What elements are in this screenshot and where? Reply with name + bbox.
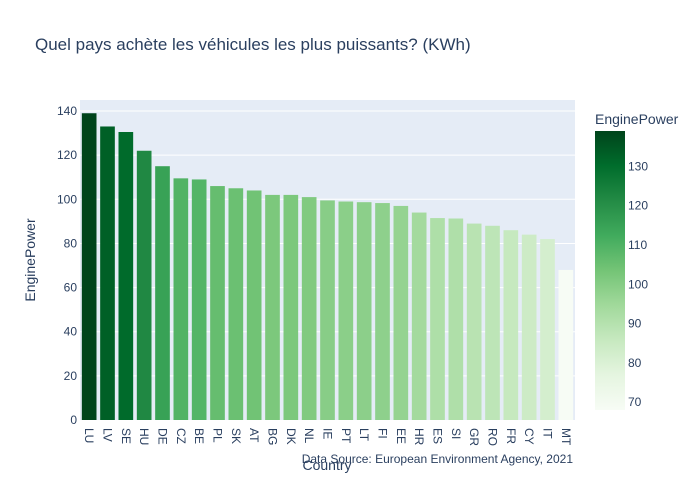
x-tick-label: RO xyxy=(486,428,500,446)
y-axis-title: EnginePower xyxy=(22,218,38,302)
x-tick-label: SI xyxy=(449,428,463,439)
y-tick-label: 80 xyxy=(64,236,78,250)
bar-hu xyxy=(136,150,152,421)
bar-lt xyxy=(356,202,372,420)
x-tick-label: LV xyxy=(101,428,115,442)
colorbar-tick-label: 90 xyxy=(628,317,642,331)
bar-mt xyxy=(558,269,574,420)
x-axis-title: Country xyxy=(302,457,351,473)
bar-de xyxy=(155,166,170,420)
bar-nl xyxy=(301,197,317,420)
bar-cz xyxy=(173,178,189,420)
y-tick-label: 120 xyxy=(57,148,77,162)
x-tick-label: CY xyxy=(522,428,536,445)
bar-ie xyxy=(320,200,335,420)
x-tick-labels: LU LV SE HU DE CZ BE PL SK AT BG DK NL IE PT LT FI EE HR ES… xyxy=(82,428,573,446)
colorbar-tick-label: 110 xyxy=(628,238,647,252)
y-tick-label: 40 xyxy=(64,325,78,339)
colorbar-tick-label: 80 xyxy=(628,356,642,370)
colorbar-ticks: 70 80 90 100 110 120 130 xyxy=(628,159,648,409)
data-source-annotation: Data Source: European Environment Agency… xyxy=(302,452,574,466)
x-tick-label: PL xyxy=(211,428,225,443)
bar-hr xyxy=(411,212,427,420)
x-tick-label: CZ xyxy=(174,428,188,444)
bar-cy xyxy=(521,234,537,420)
x-tick-label: HU xyxy=(137,428,151,445)
x-tick-label: AT xyxy=(247,428,261,443)
y-tick-label: 60 xyxy=(64,281,78,295)
bar-se xyxy=(118,132,134,420)
bar-gr xyxy=(466,223,482,420)
x-tick-label: BG xyxy=(266,428,280,445)
y-tick-label: 100 xyxy=(57,192,77,206)
x-tick-label: SK xyxy=(229,428,243,444)
bar-it xyxy=(540,239,555,420)
x-tick-label: FI xyxy=(376,428,390,439)
x-tick-label: IT xyxy=(541,428,555,439)
x-tick-label: DE xyxy=(156,428,170,445)
colorbar-tick-label: 100 xyxy=(628,277,648,291)
bar-lv xyxy=(100,126,115,420)
y-tick-label: 20 xyxy=(64,369,78,383)
x-tick-label: IE xyxy=(321,428,335,439)
x-tick-label: FR xyxy=(504,428,518,444)
x-tick-label: NL xyxy=(302,428,316,444)
y-tick-labels: 0 20 40 60 80 100 120 140 xyxy=(57,104,77,427)
bar-dk xyxy=(283,194,299,420)
bar-fr xyxy=(503,230,519,420)
bar-pl xyxy=(210,186,225,420)
colorbar-title: EnginePower xyxy=(595,111,679,127)
y-tick-label: 0 xyxy=(70,413,77,427)
bar-ee xyxy=(393,205,409,420)
bar-pt xyxy=(338,201,354,420)
bar-sk xyxy=(228,188,244,420)
colorbar-tick-label: 70 xyxy=(628,395,642,409)
colorbar-tick-label: 120 xyxy=(628,199,648,213)
x-tick-label: EE xyxy=(394,428,408,444)
bar-es xyxy=(430,218,445,420)
x-tick-label: MT xyxy=(559,428,573,446)
x-tick-label: DK xyxy=(284,428,298,445)
x-tick-label: BE xyxy=(192,428,206,444)
chart-title: Quel pays achète les véhicules les plus … xyxy=(35,35,471,54)
bar-at xyxy=(246,190,262,420)
x-tick-label: HR xyxy=(412,428,426,446)
bar-fi xyxy=(375,203,390,420)
x-tick-label: ES xyxy=(431,428,445,444)
x-tick-label: LU xyxy=(82,428,96,443)
bar-ro xyxy=(485,225,500,420)
bar-bg xyxy=(265,194,280,420)
colorbar-tick-label: 130 xyxy=(628,159,648,173)
bar-si xyxy=(448,218,464,420)
x-tick-label: SE xyxy=(119,428,133,444)
bar-be xyxy=(191,179,207,420)
colorbar xyxy=(595,131,625,410)
x-tick-label: PT xyxy=(339,428,353,444)
x-tick-label: LT xyxy=(357,428,371,442)
bar-lu xyxy=(81,113,97,420)
y-tick-label: 140 xyxy=(57,104,77,118)
bars xyxy=(81,113,574,421)
x-tick-label: GR xyxy=(467,428,481,446)
